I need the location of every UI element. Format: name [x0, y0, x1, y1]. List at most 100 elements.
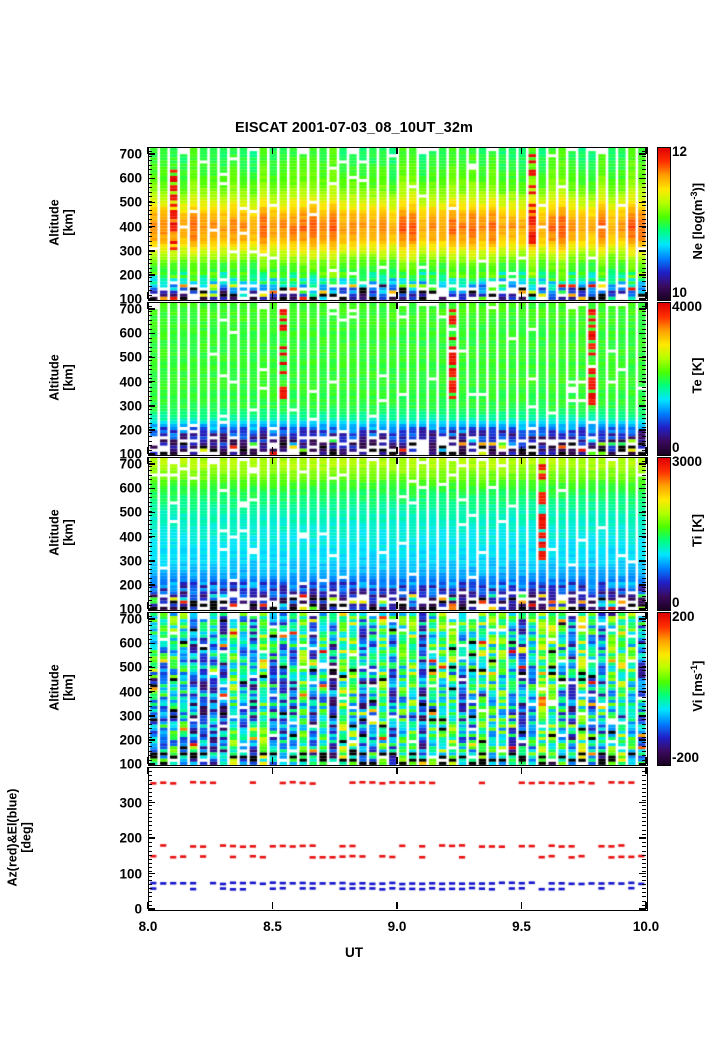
y-minor-tick [148, 445, 152, 447]
y-tick-label: 200 [119, 732, 142, 748]
y-minor-tick [148, 155, 152, 157]
y-minor-tick [148, 369, 152, 371]
y-minor-tick [642, 612, 646, 613]
colorbar-max-label-ne: 12 [672, 144, 688, 159]
y-minor-tick [642, 263, 646, 265]
y-minor-tick [148, 378, 152, 379]
y-minor-tick [148, 510, 152, 512]
y-minor-tick [642, 564, 646, 566]
x-tick-label: 10.0 [632, 919, 660, 934]
x-tick-mark [520, 447, 523, 454]
x-tick-mark [396, 902, 398, 909]
y-minor-tick [642, 418, 646, 420]
x-tick-mark [396, 457, 398, 464]
y-minor-tick [642, 515, 646, 517]
y-minor-tick [148, 249, 152, 251]
y-minor-tick [642, 771, 646, 773]
y-tick-label: 700 [119, 146, 142, 162]
x-tick-mark [520, 147, 523, 154]
y-minor-tick [642, 723, 646, 725]
x-tick-mark [396, 447, 398, 454]
y-minor-tick [642, 533, 646, 534]
y-minor-tick [148, 871, 152, 873]
y-minor-tick [148, 310, 152, 312]
x-tick-mark [520, 612, 523, 619]
y-minor-tick [642, 382, 646, 384]
y-minor-tick [642, 369, 646, 371]
y-minor-tick [642, 577, 646, 579]
y-minor-tick [642, 616, 646, 618]
y-minor-tick [148, 647, 152, 649]
y-minor-tick [642, 218, 646, 220]
x-tick-mark [271, 757, 274, 764]
y-minor-tick [148, 688, 152, 689]
y-tick-mark [639, 535, 646, 538]
y-minor-tick [642, 254, 646, 256]
y-tick-label: 700 [119, 611, 142, 627]
y-minor-tick [148, 364, 152, 366]
y-minor-tick [148, 759, 152, 761]
y-minor-tick [642, 306, 646, 308]
y-tick-mark [639, 739, 646, 741]
panel-vi-plot-area [149, 613, 647, 765]
y-minor-tick [148, 573, 152, 575]
y-axis-label-te: Altitude [km] [48, 303, 76, 453]
y-tick-label: 200 [119, 577, 142, 593]
y-minor-tick [148, 160, 152, 162]
y-minor-tick [148, 896, 152, 898]
y-minor-tick [642, 625, 646, 627]
y-tick-mark [639, 225, 646, 228]
colorbar-title-te: Te [K] [689, 357, 705, 394]
y-tick-mark [148, 872, 155, 875]
y-minor-tick [642, 173, 646, 175]
y-minor-tick [148, 728, 152, 730]
y-minor-tick [148, 413, 152, 415]
y-minor-tick [148, 191, 152, 193]
y-tick-label: 100 [119, 601, 142, 617]
x-tick-mark [147, 447, 149, 454]
y-minor-tick [642, 209, 646, 211]
y-minor-tick [642, 696, 646, 698]
y-minor-tick [642, 315, 646, 317]
y-minor-tick [148, 904, 152, 906]
x-tick-mark [645, 767, 647, 774]
y-minor-tick [642, 808, 646, 810]
y-minor-tick [642, 299, 646, 300]
y-minor-tick [642, 187, 646, 189]
x-tick-mark [271, 602, 274, 609]
y-minor-tick [148, 294, 152, 296]
y-minor-tick [642, 817, 646, 819]
y-minor-tick [642, 492, 646, 494]
colorbar-max-label-ti: 3000 [672, 454, 703, 469]
y-tick-mark [148, 837, 155, 839]
y-minor-tick [642, 854, 646, 856]
y-minor-tick [642, 643, 646, 645]
y-tick-mark [639, 584, 646, 586]
y-tick-mark [639, 308, 646, 311]
y-tick-mark [639, 872, 646, 875]
y-tick-label: 500 [119, 504, 142, 520]
y-minor-tick [148, 787, 152, 789]
x-tick-mark [520, 602, 523, 609]
y-minor-tick [148, 306, 152, 308]
y-minor-tick [642, 501, 646, 503]
y-tick-mark [148, 153, 155, 156]
y-minor-tick [642, 600, 646, 602]
y-minor-tick [642, 223, 646, 224]
y-minor-tick [148, 470, 152, 472]
y-minor-tick [148, 674, 152, 676]
y-minor-tick [642, 909, 646, 910]
y-minor-tick [642, 732, 646, 734]
y-minor-tick [642, 465, 646, 467]
y-minor-tick [642, 746, 646, 748]
colorbar-ti [657, 457, 671, 611]
x-tick-mark [271, 457, 274, 464]
y-minor-tick [148, 474, 152, 476]
y-minor-tick [642, 692, 646, 694]
y-minor-tick [642, 245, 646, 247]
y-minor-tick [148, 182, 152, 184]
y-minor-tick [148, 454, 152, 455]
y-minor-tick [642, 775, 646, 777]
y-minor-tick [642, 205, 646, 207]
